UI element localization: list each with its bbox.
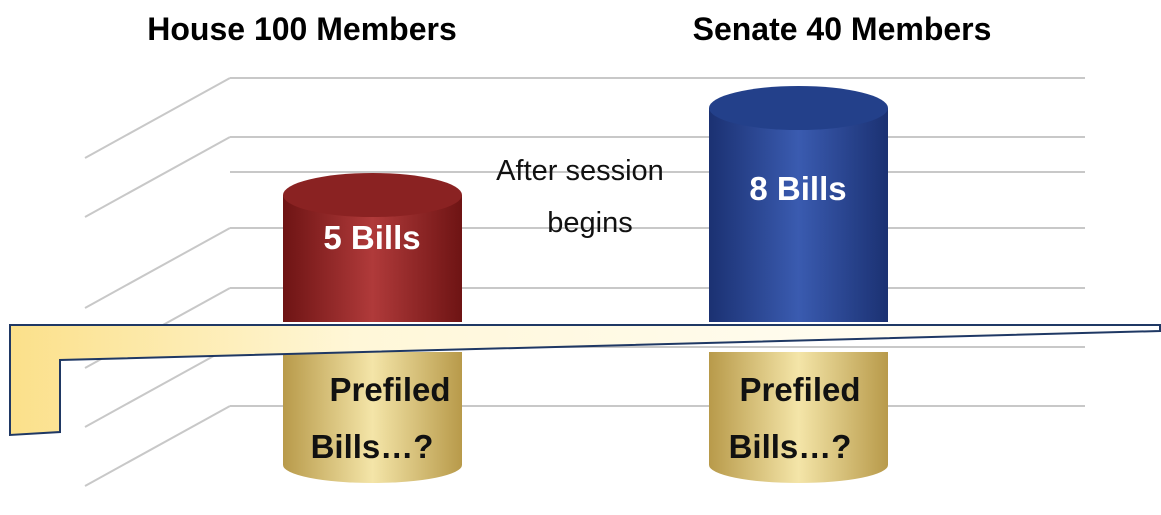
slide: House 100 Members Senate 40 Members Afte… <box>0 0 1161 515</box>
divider-band <box>10 325 1160 435</box>
prefiled-label: Prefiled <box>739 371 860 408</box>
bar-label: 5 Bills <box>323 219 420 256</box>
prefiled-label: Bills…? <box>729 428 852 465</box>
header: House 100 Members <box>147 11 456 47</box>
annotation: begins <box>547 207 632 239</box>
bar-label: 8 Bills <box>749 170 846 207</box>
header: Senate 40 Members <box>693 11 992 47</box>
prefiled-label: Prefiled <box>329 371 450 408</box>
prefiled-label: Bills…? <box>311 428 434 465</box>
annotation: After session <box>496 155 664 187</box>
grid <box>85 78 1085 486</box>
